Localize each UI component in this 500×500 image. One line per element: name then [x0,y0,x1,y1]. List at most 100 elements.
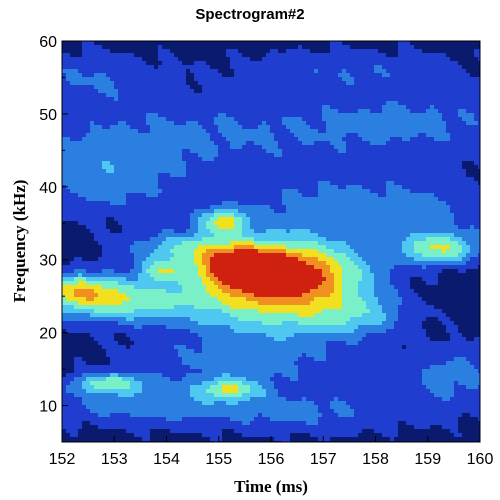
heatmap-cell [326,41,331,46]
heatmap-cell [94,89,99,94]
heatmap-cell [78,117,83,122]
heatmap-cell [294,73,299,78]
heatmap-cell [158,129,163,134]
heatmap-cell [398,145,403,150]
heatmap-cell [370,129,375,134]
heatmap-cell [418,145,423,150]
heatmap-cell [266,161,271,166]
heatmap-cell [426,189,431,194]
heatmap-cell [206,149,211,154]
heatmap-cell [310,105,315,110]
heatmap-cell [462,221,467,226]
heatmap-cell [118,93,123,98]
heatmap-cell [130,145,135,150]
heatmap-cell [362,133,367,138]
heatmap-cell [118,69,123,74]
heatmap-cell [430,157,435,162]
heatmap-cell [350,77,355,82]
heatmap-cell [310,141,315,146]
heatmap-cell [194,225,199,230]
heatmap-cell [290,149,295,154]
heatmap-cell [318,221,323,226]
heatmap-cell [458,89,463,94]
heatmap-cell [410,205,415,210]
heatmap-cell [402,109,407,114]
heatmap-cell [226,97,231,102]
heatmap-cell [110,197,115,202]
heatmap-cell [338,141,343,146]
heatmap-cell [418,209,423,214]
heatmap-cell [262,101,267,106]
heatmap-cell [122,117,127,122]
heatmap-cell [250,49,255,54]
heatmap-cell [86,177,91,182]
heatmap-cell [390,45,395,50]
heatmap-cell [154,201,159,206]
heatmap-cell [470,193,475,198]
heatmap-cell [290,209,295,214]
heatmap-cell [322,77,327,82]
heatmap-cell [314,125,319,130]
heatmap-cell [86,197,91,202]
heatmap-cell [138,49,143,54]
heatmap-cell [226,65,231,70]
heatmap-cell [406,105,411,110]
heatmap-cell [170,41,175,46]
heatmap-cell [386,45,391,50]
heatmap-cell [330,161,335,166]
heatmap-cell [234,93,239,98]
heatmap-cell [406,165,411,170]
heatmap-cell [466,81,471,86]
heatmap-cell [206,41,211,46]
heatmap-cell [338,53,343,58]
heatmap-cell [422,193,427,198]
heatmap-cell [270,65,275,70]
heatmap-cell [266,137,271,142]
heatmap-cell [138,141,143,146]
heatmap-cell [330,133,335,138]
heatmap-cell [246,65,251,70]
heatmap-cell [310,125,315,130]
heatmap-cell [274,189,279,194]
heatmap-cell [330,165,335,170]
heatmap-cell [422,53,427,58]
heatmap-cell [130,157,135,162]
heatmap-cell [66,69,71,74]
heatmap-cell [166,181,171,186]
heatmap-cell [178,169,183,174]
heatmap-cell [354,221,359,226]
heatmap-cell [86,61,91,66]
heatmap-cell [202,105,207,110]
heatmap-cell [306,173,311,178]
heatmap-cell [98,205,103,210]
heatmap-cell [66,41,71,46]
heatmap-cell [326,125,331,130]
heatmap-cell [362,89,367,94]
heatmap-cell [226,133,231,138]
heatmap-cell [250,145,255,150]
heatmap-cell [106,57,111,62]
heatmap-cell [158,229,163,234]
heatmap-cell [302,89,307,94]
heatmap-cell [466,113,471,118]
heatmap-cell [274,61,279,66]
heatmap-cell [350,153,355,158]
heatmap-cell [202,185,207,190]
heatmap-cell [282,73,287,78]
heatmap-cell [82,49,87,54]
heatmap-cell [322,197,327,202]
heatmap-cell [430,153,435,158]
heatmap-cell [298,53,303,58]
heatmap-cell [462,213,467,218]
heatmap-cell [86,181,91,186]
heatmap-cell [318,117,323,122]
heatmap-cell [414,217,419,222]
heatmap-cell [134,181,139,186]
heatmap-cell [366,81,371,86]
heatmap-cell [194,157,199,162]
heatmap-cell [290,169,295,174]
heatmap-cell [426,113,431,118]
heatmap-cell [82,209,87,214]
heatmap-cell [94,81,99,86]
heatmap-cell [438,89,443,94]
